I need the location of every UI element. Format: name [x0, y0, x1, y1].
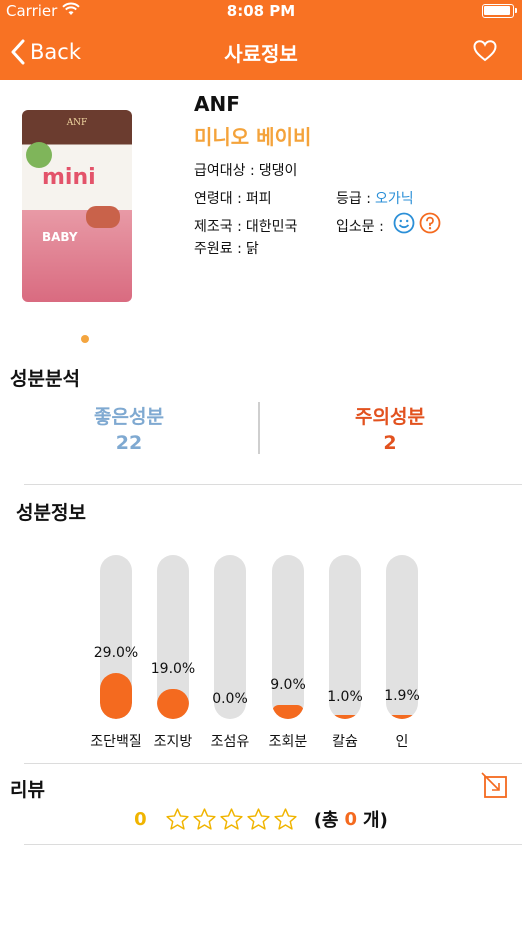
wifi-icon [62, 1, 80, 21]
back-button[interactable]: Back [10, 36, 81, 68]
nutrients-title: 성분정보 [16, 502, 86, 524]
battery-icon [482, 4, 517, 18]
nutrient-bar [214, 555, 246, 719]
back-label: Back [30, 40, 81, 64]
analysis-divider [258, 402, 260, 454]
review-title: 리뷰 [10, 779, 45, 801]
smile-icon[interactable] [393, 212, 415, 234]
review-count-prefix: (총 [313, 810, 339, 831]
package-food-photo [86, 206, 120, 228]
caution-ingredients-label[interactable]: 주의성분 [355, 406, 425, 428]
nutrient-name-label: 칼슘 [332, 734, 358, 750]
star-icon [193, 807, 216, 830]
info-target: 급여대상 : 댕댕이 [194, 160, 297, 180]
nutrient-name-label: 인 [395, 734, 409, 750]
info-age-value: 퍼피 [245, 191, 272, 207]
nutrient-bar-fill [329, 715, 361, 719]
status-bar: Carrier 8:08 PM [0, 0, 522, 22]
nutrient-name-label: 조섬유 [210, 734, 250, 750]
carrier-label: Carrier [6, 2, 58, 20]
star-icon [166, 807, 189, 830]
nutrient-percent-label: 9.0% [270, 677, 306, 693]
good-ingredients-count[interactable]: 22 [115, 432, 143, 454]
chevron-left-icon [11, 39, 25, 65]
product-image[interactable]: ANF mini BABY [22, 110, 132, 302]
package-line: mini [42, 165, 96, 190]
info-main: 주원료 :닭 [194, 238, 259, 258]
info-target-label: 급여대상 : [194, 163, 255, 179]
favorite-heart-icon[interactable] [472, 38, 498, 64]
info-grade: 등급 : 오가닉 [336, 188, 414, 208]
nutrient-bar-fill [157, 689, 189, 719]
review-summary: 0 (총 0 개) [0, 806, 522, 832]
package-variant: BABY [42, 230, 78, 244]
section-divider [24, 844, 522, 845]
info-country: 제조국 : 대한민국 [194, 216, 297, 236]
nutrient-name-label: 조회분 [268, 734, 308, 750]
nutrient-bar [329, 555, 361, 719]
nutrient-bars: 29.0% 조단백질 19.0% 조지방 0.0% 조섬유 9.0% 조회분 1.0% 칼슘 1.9… [0, 555, 522, 755]
star-icon [274, 807, 297, 830]
star-icon [220, 807, 243, 830]
info-word: 입소문 : [336, 216, 384, 236]
info-grade-label: 등급 : [336, 191, 371, 207]
nutrient-percent-label: 19.0% [150, 661, 196, 677]
nutrient-percent-label: 1.9% [384, 688, 420, 704]
word-of-mouth-icons [393, 212, 441, 234]
star-rating [165, 807, 298, 832]
analysis-title: 성분분석 [10, 368, 80, 390]
info-target-value: 댕댕이 [258, 163, 298, 179]
section-divider [24, 763, 522, 764]
info-age: 연령대 : 퍼피 [194, 188, 272, 208]
info-word-label: 입소문 : [336, 219, 384, 235]
good-ingredients-label[interactable]: 좋은성분 [94, 406, 164, 428]
review-count: 0 [344, 808, 358, 830]
nutrient-bar [100, 555, 132, 719]
nutrient-name-label: 조단백질 [90, 734, 142, 750]
star-icon [247, 807, 270, 830]
nutrient-name-label: 조지방 [153, 734, 193, 750]
package-brand: ANF [66, 118, 88, 128]
clock: 8:08 PM [226, 2, 296, 20]
review-count-suffix: 개) [363, 810, 388, 831]
info-grade-value: 오가닉 [374, 191, 414, 207]
nutrient-percent-label: 0.0% [212, 691, 248, 707]
write-review-icon[interactable] [480, 771, 510, 801]
nutrient-bar [157, 555, 189, 719]
product-name: 미니오 베이비 [194, 125, 312, 149]
info-age-label: 연령대 : [194, 191, 242, 207]
page-title: 사료정보 [224, 42, 298, 66]
info-country-label: 제조국 : [194, 219, 242, 235]
nutrient-bar [272, 555, 304, 719]
nutrient-bar [386, 555, 418, 719]
nutrient-bar-fill [100, 673, 132, 719]
page-indicator-dot [81, 335, 89, 343]
question-icon[interactable] [419, 212, 441, 234]
info-country-value: 대한민국 [245, 219, 298, 235]
nutrient-percent-label: 29.0% [93, 645, 139, 661]
nutrient-percent-label: 1.0% [327, 689, 363, 705]
section-divider [24, 484, 522, 485]
info-main-value: 닭 [245, 241, 259, 257]
nutrient-bar-fill [386, 715, 418, 719]
caution-ingredients-count[interactable]: 2 [383, 432, 397, 454]
review-score: 0 [134, 808, 147, 830]
info-main-label: 주원료 : [194, 241, 242, 257]
nutrient-bar-fill [272, 705, 304, 719]
package-badge [26, 142, 52, 168]
navigation-bar: Carrier 8:08 PM Back 사료정보 [0, 0, 522, 80]
product-brand: ANF [194, 92, 240, 116]
